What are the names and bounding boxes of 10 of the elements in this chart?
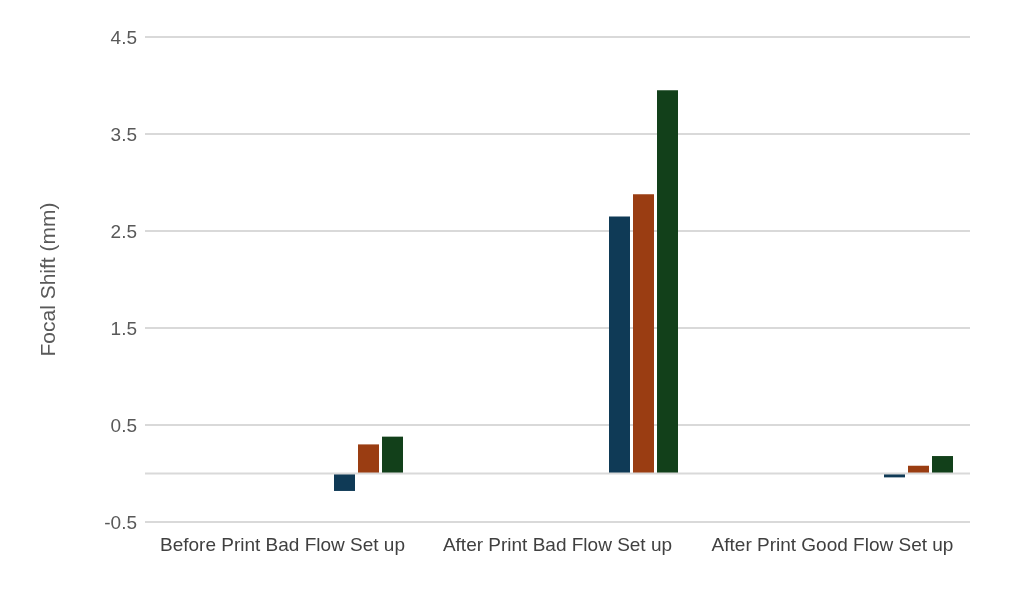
y-axis-title: Focal Shift (mm) xyxy=(36,202,60,357)
y-tick-label: 2.5 xyxy=(110,220,137,242)
x-tick-label: Before Print Bad Flow Set up xyxy=(159,534,406,556)
y-tick-label: 1.5 xyxy=(110,317,137,339)
x-tick-label: After Print Good Flow Set up xyxy=(711,534,954,556)
x-tick-label: After Print Bad Flow Set up xyxy=(442,534,673,556)
y-tick-label: 4.5 xyxy=(110,26,137,48)
y-tick-label: -0.5 xyxy=(104,511,137,533)
y-tick-label: 0.5 xyxy=(110,414,137,436)
y-tick-label: 3.5 xyxy=(110,123,137,145)
